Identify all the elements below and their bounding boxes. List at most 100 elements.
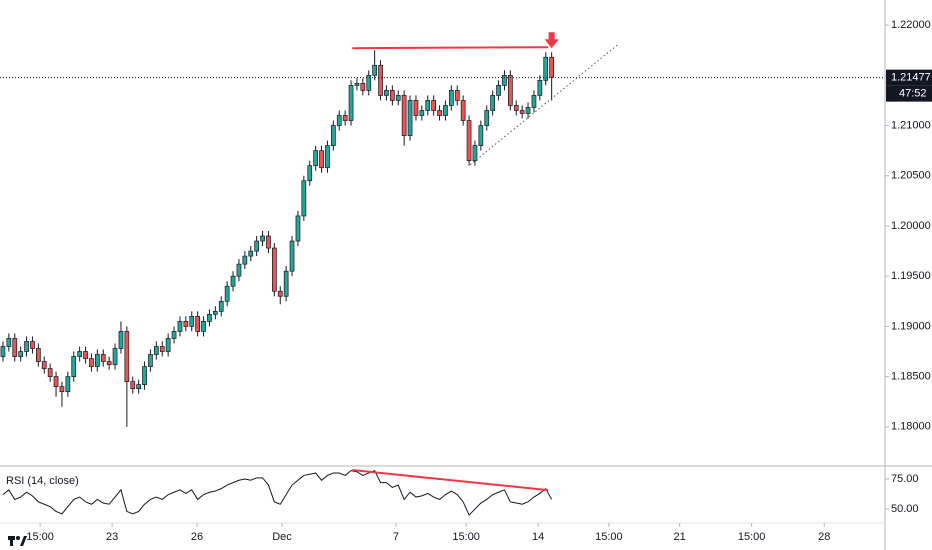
candle-body: [112, 348, 118, 365]
candle-body: [254, 240, 259, 252]
candle-body: [41, 361, 47, 369]
candle-body: [484, 110, 490, 126]
y-tick-label: 50.00: [891, 503, 919, 515]
y-tick-label: 1.20500: [891, 170, 931, 182]
candle-body: [260, 235, 265, 242]
candle-body: [513, 105, 519, 111]
candle-body: [18, 351, 23, 357]
candle-body: [24, 341, 29, 352]
last-price-label: 1.21477: [891, 72, 931, 84]
candle-body: [372, 64, 377, 76]
candle-body: [30, 341, 35, 349]
candle-body: [331, 125, 336, 146]
candle-body: [266, 235, 271, 249]
candle-body: [360, 83, 366, 91]
candle-body: [454, 90, 460, 101]
logo-part: [10, 536, 13, 546]
x-tick-label: 28: [818, 531, 830, 543]
candle-body: [77, 351, 83, 357]
candle-body: [419, 110, 425, 116]
candle-body: [336, 115, 342, 126]
candle-body: [0, 346, 6, 357]
candle-body: [283, 270, 289, 297]
rsi-line: [2, 470, 553, 516]
candle-body: [390, 90, 395, 101]
candle-body: [525, 107, 531, 114]
candle-body: [508, 74, 513, 106]
annotation-arrow: [544, 32, 559, 49]
candle-body: [325, 145, 330, 169]
candle-body: [106, 361, 112, 365]
candle-body: [354, 83, 360, 86]
candle-body: [71, 356, 77, 377]
x-tick-label: 7: [393, 531, 399, 543]
candle-body: [502, 74, 507, 86]
candle-body: [207, 314, 212, 322]
countdown-box: [886, 85, 932, 102]
candle-body: [443, 105, 448, 116]
candle-body: [537, 79, 543, 96]
y-tick-label: 1.19500: [891, 270, 931, 282]
candle-body: [431, 100, 436, 111]
y-tick-label: 1.20000: [891, 220, 931, 232]
candle-body: [490, 95, 495, 111]
candle-body: [295, 215, 301, 242]
candle-body: [6, 338, 12, 347]
candle-body: [307, 165, 313, 182]
x-tick-label: 15:00: [452, 531, 480, 543]
candle-body: [12, 338, 18, 357]
candle-body: [189, 316, 195, 327]
candle-body: [165, 338, 171, 352]
indicator-label: RSI (14, close): [6, 475, 79, 487]
candle-body: [466, 120, 472, 162]
candle-body: [395, 95, 401, 101]
logo-part: [16, 536, 20, 540]
y-tick-label: 1.18000: [891, 421, 931, 433]
candle-body: [407, 100, 413, 136]
candle-body: [213, 310, 218, 315]
candle-body: [342, 115, 348, 121]
x-tick-label: 15:00: [738, 531, 766, 543]
candle-body: [218, 300, 224, 312]
candle-body: [100, 354, 106, 362]
logo: [8, 536, 27, 546]
x-tick-label: 15:00: [595, 531, 623, 543]
candle-body: [124, 331, 130, 382]
x-tick-label: 21: [674, 531, 686, 543]
candle-body: [496, 85, 501, 96]
candle-body: [277, 290, 283, 297]
annotation-line: [352, 46, 549, 50]
candle-body: [378, 64, 383, 96]
candle-body: [519, 110, 525, 114]
candle-body: [543, 56, 549, 81]
candle-body: [549, 56, 555, 78]
x-tick-label: Dec: [272, 531, 292, 543]
candle-body: [413, 100, 419, 116]
annotation-line: [352, 469, 549, 492]
candle-body: [460, 100, 466, 121]
candle-body: [195, 316, 200, 332]
candle-body: [59, 386, 65, 393]
candle-body: [171, 331, 177, 339]
candle-body: [248, 250, 254, 257]
candle-body: [230, 275, 236, 287]
candle-body: [366, 74, 372, 91]
candle-body: [130, 381, 136, 390]
candles: [0, 50, 555, 427]
candle-body: [437, 110, 442, 116]
candle-body: [401, 95, 407, 136]
x-tick-label: 23: [106, 531, 118, 543]
x-tick-label: 14: [532, 531, 544, 543]
candle-body: [148, 354, 153, 367]
candle-body: [224, 285, 230, 302]
candle-body: [384, 90, 389, 96]
candle-body: [177, 321, 183, 332]
y-tick-label: 1.22000: [891, 19, 931, 31]
countdown-label: 47:52: [899, 88, 927, 100]
candle-body: [65, 376, 71, 393]
candle-body: [531, 95, 537, 108]
y-tick-label: 1.18500: [891, 371, 931, 383]
last-price-box: [886, 69, 932, 86]
